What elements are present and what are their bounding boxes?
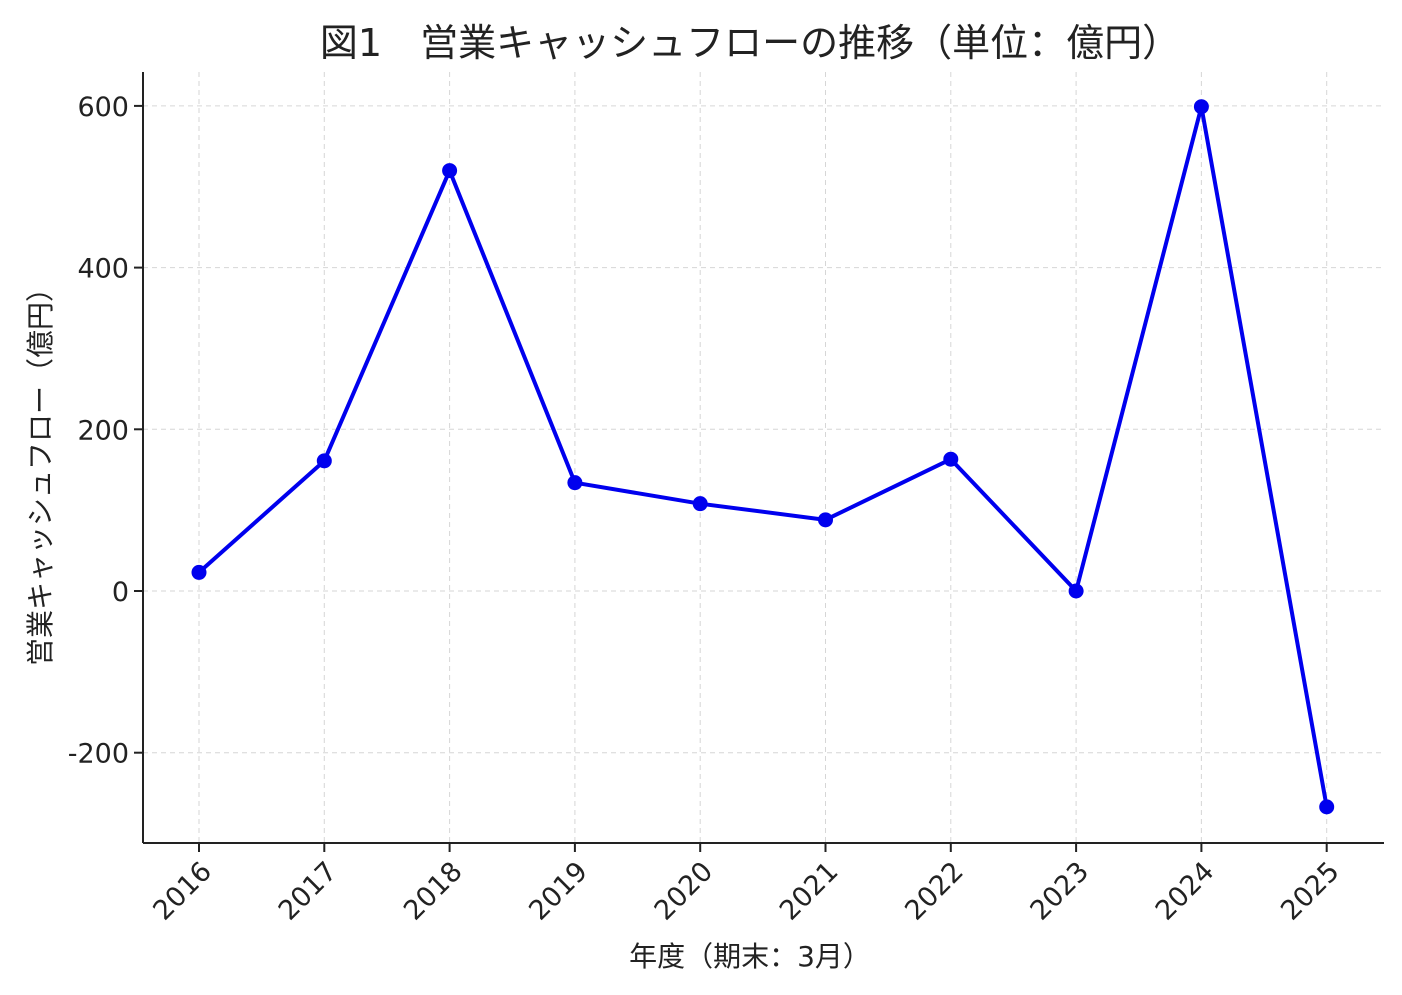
- x-tick-label: 2018: [398, 856, 469, 927]
- chart-title: 図1 営業キャッシュフローの推移（単位：億円）: [320, 21, 1180, 65]
- x-tick-label: 2025: [1275, 856, 1346, 927]
- data-point: [943, 451, 959, 467]
- y-tick-label: 400: [77, 254, 129, 285]
- data-point: [567, 475, 583, 491]
- x-tick-label: 2023: [1025, 856, 1096, 927]
- x-axis-label: 年度（期末：3月）: [629, 940, 871, 973]
- series-layer: [191, 99, 1335, 815]
- data-point: [316, 453, 332, 469]
- x-tick-label: 2016: [147, 856, 218, 927]
- data-point: [818, 512, 833, 528]
- x-tick-label: 2019: [523, 856, 594, 927]
- x-tick-label: 2024: [1150, 856, 1221, 927]
- data-point: [191, 564, 207, 580]
- axes-layer: [142, 72, 1384, 844]
- data-point: [692, 496, 708, 512]
- y-tick-label: 600: [77, 92, 129, 123]
- data-point: [1319, 799, 1335, 815]
- x-tick-label: 2021: [774, 856, 845, 927]
- y-axis-label: 営業キャッシュフロー（億円）: [24, 274, 57, 666]
- data-point: [1193, 99, 1209, 115]
- y-tick-label: -200: [68, 739, 129, 770]
- x-tick-label: 2022: [899, 856, 970, 927]
- series-line: [197, 104, 1329, 809]
- data-point: [442, 163, 458, 179]
- y-tick-label: 200: [77, 415, 129, 446]
- x-axis-ticks: 2016 2017 2018 2019 2020 2021 2022 2023 2024 2025: [147, 843, 1346, 927]
- y-tick-label: 0: [112, 577, 129, 608]
- x-tick-label: 2020: [649, 856, 720, 927]
- x-tick-label: 2017: [273, 856, 344, 927]
- y-axis-ticks: -200 0 200 400 600: [68, 92, 143, 770]
- data-point: [1068, 583, 1084, 599]
- grid-layer: [143, 72, 1384, 843]
